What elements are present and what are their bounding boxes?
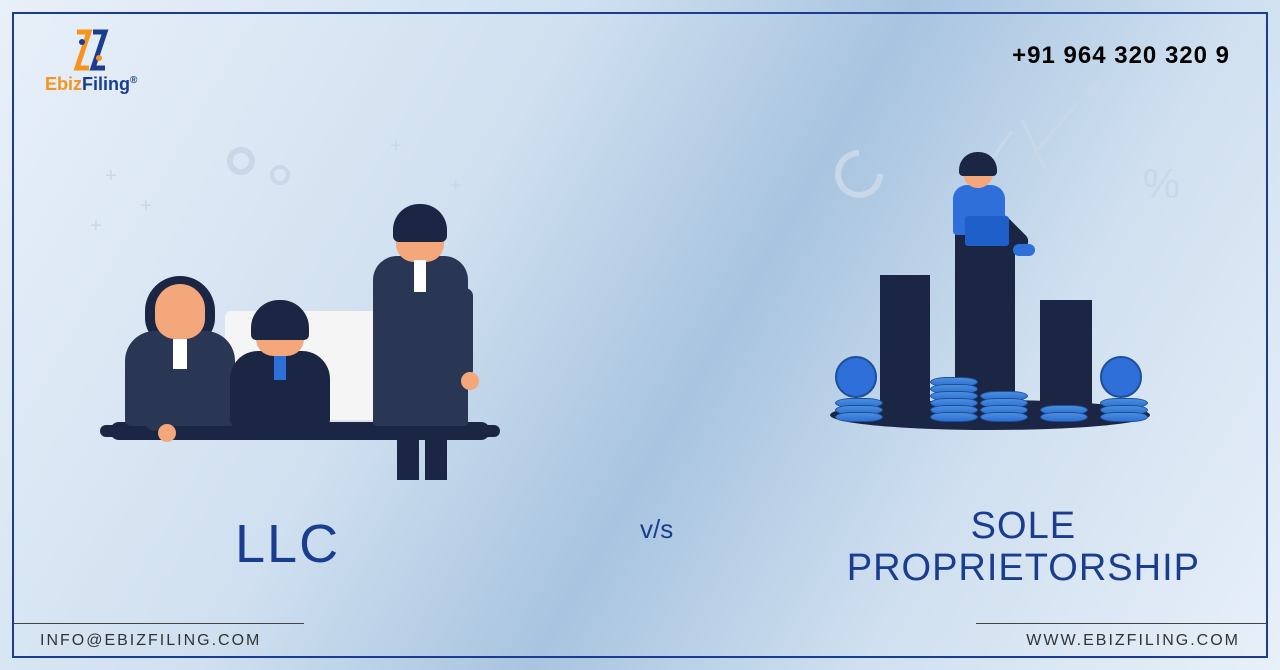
gear-icon: [220, 140, 262, 182]
llc-illustration: + + + + +: [70, 130, 520, 440]
logo-tm: ®: [130, 75, 137, 86]
phone-number: +91 964 320 320 9: [1012, 42, 1230, 70]
vs-separator: v/s: [640, 514, 673, 545]
right-heading-line2: PROPRIETORSHIP: [847, 548, 1200, 590]
right-heading-line1: SOLE: [847, 506, 1200, 548]
logo-text: EbizFiling®: [45, 74, 137, 95]
right-heading: SOLE PROPRIETORSHIP: [847, 506, 1200, 590]
coin-stack: [930, 380, 978, 422]
left-heading: LLC: [235, 513, 340, 575]
gear-icon: [265, 160, 295, 190]
logo-text-part2: Filing: [82, 74, 130, 94]
coin-stack: [835, 401, 883, 422]
plus-icon: +: [140, 195, 152, 218]
coin-stack: [980, 394, 1028, 422]
chart-bar: [1040, 300, 1092, 415]
plus-icon: +: [90, 215, 102, 238]
website-url: WWW.EBIZFILING.COM: [1026, 632, 1240, 650]
chart-bar: [880, 275, 930, 415]
email-divider: [14, 623, 304, 624]
plus-icon: +: [105, 165, 117, 188]
person-standing: [355, 210, 485, 426]
logo-text-part1: Ebiz: [45, 74, 82, 94]
ring-icon: [825, 140, 893, 208]
brand-logo: EbizFiling®: [45, 28, 137, 95]
email-address: INFO@EBIZFILING.COM: [40, 632, 261, 650]
plus-icon: +: [390, 135, 402, 158]
coin-stack: [1100, 401, 1148, 422]
coin-stack: [1040, 408, 1088, 422]
logo-icon: [69, 28, 113, 72]
website-divider: [976, 623, 1266, 624]
person-sitting: [935, 156, 1035, 235]
plus-icon: +: [450, 175, 462, 198]
sole-prop-illustration: %: [780, 130, 1200, 450]
percent-icon: %: [1143, 160, 1180, 208]
